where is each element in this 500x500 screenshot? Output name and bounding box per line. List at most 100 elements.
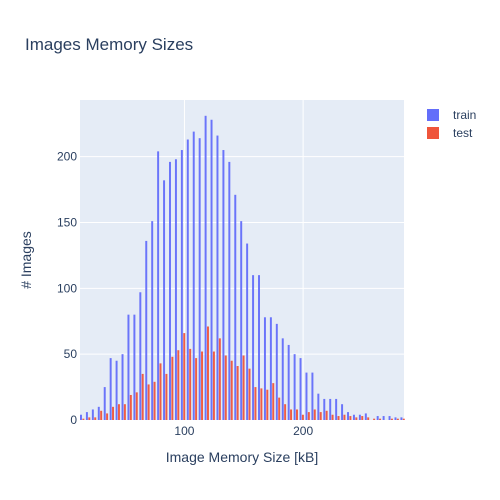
- bar-train[interactable]: [240, 221, 243, 420]
- bar-train[interactable]: [139, 292, 142, 420]
- bar-test[interactable]: [367, 417, 370, 420]
- bar-test[interactable]: [242, 355, 245, 420]
- bar-train[interactable]: [234, 194, 237, 420]
- bar-train[interactable]: [293, 354, 296, 420]
- bar-test[interactable]: [159, 363, 162, 420]
- bar-test[interactable]: [284, 404, 287, 420]
- bar-test[interactable]: [100, 410, 103, 420]
- bar-test[interactable]: [325, 410, 328, 420]
- bar-test[interactable]: [88, 417, 91, 420]
- bar-test[interactable]: [82, 418, 85, 420]
- legend-item-train[interactable]: train: [427, 108, 476, 122]
- bar-train[interactable]: [382, 416, 385, 420]
- bar-train[interactable]: [157, 151, 160, 421]
- bar-train[interactable]: [145, 240, 148, 420]
- bar-test[interactable]: [183, 333, 186, 420]
- bar-test[interactable]: [313, 409, 316, 420]
- bar-train[interactable]: [228, 161, 231, 420]
- bar-train[interactable]: [115, 360, 118, 420]
- legend[interactable]: train test: [427, 108, 476, 140]
- bar-test[interactable]: [94, 417, 97, 420]
- bar-train[interactable]: [133, 314, 136, 420]
- bar-test[interactable]: [147, 384, 150, 420]
- bar-train[interactable]: [97, 406, 100, 420]
- bar-test[interactable]: [260, 388, 263, 420]
- bar-train[interactable]: [281, 338, 284, 420]
- bar-test[interactable]: [135, 392, 138, 420]
- bar-train[interactable]: [329, 398, 332, 420]
- bar-train[interactable]: [258, 275, 260, 420]
- bar-test[interactable]: [301, 414, 304, 420]
- bar-train[interactable]: [180, 150, 183, 421]
- bar-train[interactable]: [335, 398, 338, 420]
- bar-train[interactable]: [311, 372, 314, 420]
- bar-train[interactable]: [305, 372, 308, 420]
- bar-test[interactable]: [141, 373, 144, 420]
- bar-train[interactable]: [186, 139, 189, 420]
- bar-train[interactable]: [275, 323, 278, 420]
- bar-test[interactable]: [129, 394, 132, 420]
- bar-test[interactable]: [402, 418, 405, 420]
- bar-train[interactable]: [347, 412, 349, 420]
- bar-train[interactable]: [109, 358, 112, 420]
- bar-train[interactable]: [127, 314, 130, 420]
- bar-train[interactable]: [394, 417, 397, 420]
- bar-train[interactable]: [252, 275, 255, 420]
- bar-test[interactable]: [337, 416, 340, 420]
- bar-test[interactable]: [296, 409, 298, 420]
- bar-test[interactable]: [112, 406, 115, 420]
- bar-test[interactable]: [343, 414, 346, 420]
- legend-item-test[interactable]: test: [427, 126, 473, 140]
- bar-test[interactable]: [206, 326, 209, 421]
- bar-train[interactable]: [376, 416, 379, 420]
- bar-train[interactable]: [121, 354, 124, 420]
- bar-train[interactable]: [341, 404, 344, 420]
- bar-train[interactable]: [323, 398, 326, 420]
- bar-train[interactable]: [400, 417, 403, 420]
- bar-train[interactable]: [388, 416, 391, 420]
- bar-test[interactable]: [236, 366, 239, 420]
- bar-train[interactable]: [269, 317, 272, 420]
- bar-test[interactable]: [195, 358, 198, 420]
- bar-test[interactable]: [373, 418, 376, 420]
- bar-test[interactable]: [218, 338, 221, 420]
- bar-train[interactable]: [163, 180, 166, 420]
- bar-test[interactable]: [106, 413, 109, 420]
- bar-test[interactable]: [171, 356, 174, 420]
- bar-test[interactable]: [361, 416, 364, 420]
- bar-train[interactable]: [169, 161, 171, 420]
- bar-train[interactable]: [174, 159, 177, 420]
- bar-test[interactable]: [379, 418, 382, 420]
- bar-train[interactable]: [210, 119, 213, 420]
- bar-test[interactable]: [278, 397, 281, 420]
- bar-train[interactable]: [246, 243, 249, 420]
- bar-train[interactable]: [287, 344, 290, 420]
- bar-train[interactable]: [204, 115, 207, 421]
- bar-test[interactable]: [290, 409, 293, 420]
- bar-test[interactable]: [189, 348, 192, 420]
- bar-test[interactable]: [201, 351, 204, 420]
- bar-train[interactable]: [192, 131, 195, 420]
- bar-train[interactable]: [222, 150, 225, 421]
- bar-test[interactable]: [230, 360, 233, 420]
- bar-train[interactable]: [198, 138, 201, 420]
- bar-train[interactable]: [364, 413, 367, 420]
- bar-train[interactable]: [151, 221, 154, 420]
- bar-test[interactable]: [396, 418, 399, 420]
- bar-test[interactable]: [272, 383, 275, 420]
- bar-test[interactable]: [177, 350, 180, 420]
- bar-train[interactable]: [317, 393, 320, 420]
- bar-test[interactable]: [254, 387, 257, 420]
- bar-test[interactable]: [153, 381, 156, 420]
- bar-test[interactable]: [165, 373, 168, 420]
- bar-test[interactable]: [355, 417, 358, 420]
- bar-train[interactable]: [91, 409, 94, 420]
- bar-train[interactable]: [216, 135, 219, 420]
- bar-test[interactable]: [266, 389, 269, 420]
- bar-train[interactable]: [263, 317, 266, 420]
- bar-test[interactable]: [248, 368, 251, 420]
- bar-test[interactable]: [224, 355, 227, 420]
- bar-test[interactable]: [117, 404, 120, 420]
- bars[interactable]: [80, 115, 405, 421]
- bar-train[interactable]: [80, 414, 82, 420]
